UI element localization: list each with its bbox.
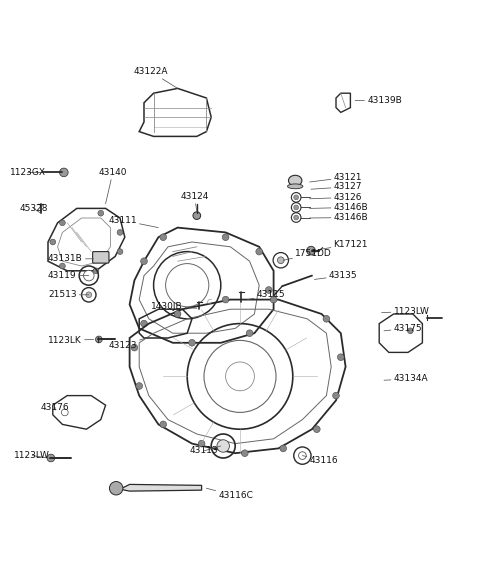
Text: 43122A: 43122A [133,67,178,88]
Circle shape [60,263,65,269]
Circle shape [241,450,248,456]
Circle shape [60,220,65,226]
Circle shape [256,248,263,255]
Ellipse shape [288,184,303,189]
Text: 43116C: 43116C [206,488,253,501]
Circle shape [96,336,102,343]
Text: 43146B: 43146B [310,213,368,222]
Circle shape [86,292,92,298]
Circle shape [408,328,413,334]
Text: 43140: 43140 [98,168,127,204]
Ellipse shape [288,175,302,186]
Text: 1123LW: 1123LW [14,451,50,460]
Circle shape [160,421,167,428]
Circle shape [222,296,229,303]
Circle shape [313,426,320,433]
Text: 43119: 43119 [48,271,89,280]
Text: 43176: 43176 [41,403,70,412]
Circle shape [270,296,277,303]
Text: 45328: 45328 [19,204,48,213]
Circle shape [50,239,56,245]
Circle shape [60,168,68,177]
Circle shape [307,246,315,255]
Circle shape [323,316,330,322]
Circle shape [117,249,123,255]
Text: 1123LW: 1123LW [382,307,430,316]
Text: 43116: 43116 [302,456,338,465]
Text: 21513: 21513 [48,291,89,299]
Circle shape [136,383,143,389]
Circle shape [222,234,229,241]
Text: 43146B: 43146B [310,203,368,212]
Circle shape [84,270,94,281]
Text: 43131B: 43131B [48,254,94,263]
Text: 43121: 43121 [310,173,362,182]
Circle shape [280,445,287,452]
Text: 43127: 43127 [311,182,362,191]
Circle shape [277,257,284,263]
Circle shape [141,320,147,327]
Text: 43139B: 43139B [355,96,402,105]
Circle shape [131,345,138,351]
Text: 1123LK: 1123LK [48,336,94,345]
Text: 1123GX: 1123GX [10,168,46,177]
Circle shape [61,409,68,416]
Circle shape [109,481,123,495]
Text: 43135: 43135 [314,271,358,280]
Text: C: C [206,299,211,305]
Circle shape [47,454,55,462]
Text: 43126: 43126 [310,193,362,202]
Circle shape [193,212,201,219]
Circle shape [160,234,167,241]
Circle shape [189,339,195,346]
Circle shape [141,258,147,264]
Circle shape [294,205,299,210]
Circle shape [93,268,99,274]
Polygon shape [120,484,202,491]
Text: 43113: 43113 [190,446,221,455]
Circle shape [117,230,123,235]
Text: 43175: 43175 [384,324,422,333]
Text: K17121: K17121 [321,240,368,249]
FancyBboxPatch shape [93,252,109,263]
Circle shape [294,215,299,220]
Text: 43111: 43111 [108,216,158,227]
Circle shape [217,440,229,452]
Text: 43115: 43115 [247,291,286,300]
Text: 43124: 43124 [180,192,209,211]
Text: 1751DD: 1751DD [283,249,332,260]
Text: 43134A: 43134A [384,374,428,383]
Circle shape [174,311,181,317]
Circle shape [294,195,299,200]
Text: 43123: 43123 [108,338,146,350]
Circle shape [337,354,344,361]
Circle shape [333,392,339,399]
Circle shape [265,287,272,293]
Circle shape [198,440,205,447]
Text: 1430JB: 1430JB [151,302,197,311]
Circle shape [98,211,104,216]
Circle shape [246,330,253,336]
